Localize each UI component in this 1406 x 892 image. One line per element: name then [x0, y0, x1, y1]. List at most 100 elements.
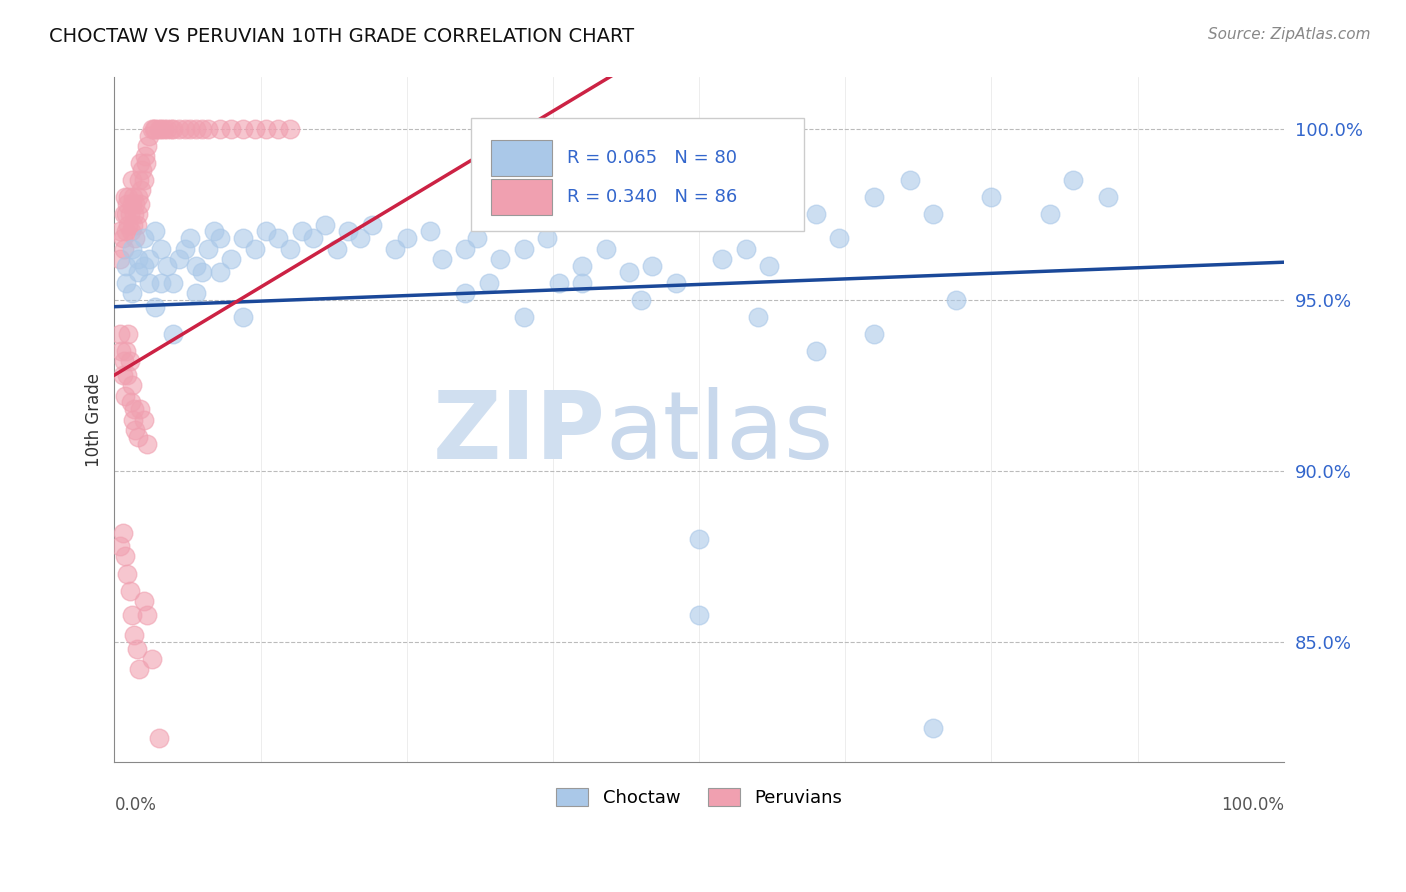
Point [118, 583, 141, 598]
Text: CHOCTAW VS PERUVIAN 10TH GRADE CORRELATION CHART: CHOCTAW VS PERUVIAN 10TH GRADE CORRELATI… [49, 27, 634, 45]
Point [111, 368, 134, 383]
Point [179, 231, 201, 245]
Point [186, 285, 208, 300]
Point [152, 121, 174, 136]
Point [191, 265, 214, 279]
Text: R = 0.340   N = 86: R = 0.340 N = 86 [567, 188, 737, 206]
Point [127, 190, 149, 204]
Point [243, 121, 266, 136]
Point [127, 252, 149, 266]
Point [141, 652, 163, 666]
Point [129, 156, 152, 170]
Point [143, 121, 166, 136]
Point [454, 242, 477, 256]
Point [922, 207, 945, 221]
Point [125, 641, 148, 656]
Point [124, 197, 146, 211]
Point [136, 607, 159, 622]
Point [128, 662, 150, 676]
Text: Source: ZipAtlas.com: Source: ZipAtlas.com [1208, 27, 1371, 42]
Point [430, 252, 453, 266]
Point [758, 259, 780, 273]
Point [122, 190, 145, 204]
Point [167, 252, 190, 266]
Point [121, 197, 143, 211]
Point [138, 128, 160, 143]
Point [110, 327, 132, 342]
Point [110, 224, 132, 238]
Point [138, 276, 160, 290]
Point [980, 190, 1002, 204]
Point [111, 525, 134, 540]
Point [202, 224, 225, 238]
Point [162, 276, 184, 290]
Point [571, 259, 593, 273]
Point [132, 594, 155, 608]
Point [804, 207, 827, 221]
Point [395, 231, 418, 245]
Point [734, 242, 756, 256]
Point [267, 121, 290, 136]
Point [122, 218, 145, 232]
Point [173, 121, 195, 136]
FancyBboxPatch shape [471, 119, 804, 231]
Point [114, 549, 136, 564]
Point [478, 276, 501, 290]
Point [115, 259, 138, 273]
Point [162, 327, 184, 342]
Point [132, 259, 155, 273]
Point [278, 121, 301, 136]
Point [302, 231, 325, 245]
Text: R = 0.065   N = 80: R = 0.065 N = 80 [567, 149, 737, 167]
Point [112, 354, 135, 368]
Text: 100.0%: 100.0% [1220, 797, 1284, 814]
Point [136, 139, 159, 153]
Point [191, 121, 214, 136]
Point [173, 242, 195, 256]
Point [110, 344, 132, 359]
Point [132, 412, 155, 426]
FancyBboxPatch shape [491, 140, 551, 176]
Point [186, 259, 208, 273]
Point [863, 190, 886, 204]
Point [127, 207, 149, 221]
Point [711, 252, 734, 266]
Point [221, 121, 243, 136]
Point [112, 242, 135, 256]
Point [148, 731, 170, 745]
Point [111, 231, 134, 245]
Point [804, 344, 827, 359]
Point [117, 197, 139, 211]
Point [135, 156, 157, 170]
Point [124, 231, 146, 245]
Point [208, 231, 231, 245]
Point [197, 121, 219, 136]
Text: atlas: atlas [606, 387, 834, 479]
Point [571, 276, 593, 290]
Text: 0.0%: 0.0% [114, 797, 156, 814]
Point [454, 285, 477, 300]
Point [112, 207, 135, 221]
Point [114, 389, 136, 403]
Point [143, 224, 166, 238]
Point [419, 224, 441, 238]
Text: ZIP: ZIP [433, 387, 606, 479]
Y-axis label: 10th Grade: 10th Grade [86, 373, 103, 467]
Point [863, 327, 886, 342]
Point [179, 121, 201, 136]
Point [118, 354, 141, 368]
Point [232, 231, 254, 245]
Point [360, 218, 382, 232]
Point [131, 183, 153, 197]
Point [143, 121, 166, 136]
Point [290, 224, 312, 238]
Point [828, 231, 851, 245]
Point [512, 242, 534, 256]
Point [124, 402, 146, 417]
Point [121, 378, 143, 392]
Point [945, 293, 967, 307]
Point [747, 310, 769, 324]
Point [665, 276, 688, 290]
Point [118, 207, 141, 221]
Point [167, 121, 190, 136]
